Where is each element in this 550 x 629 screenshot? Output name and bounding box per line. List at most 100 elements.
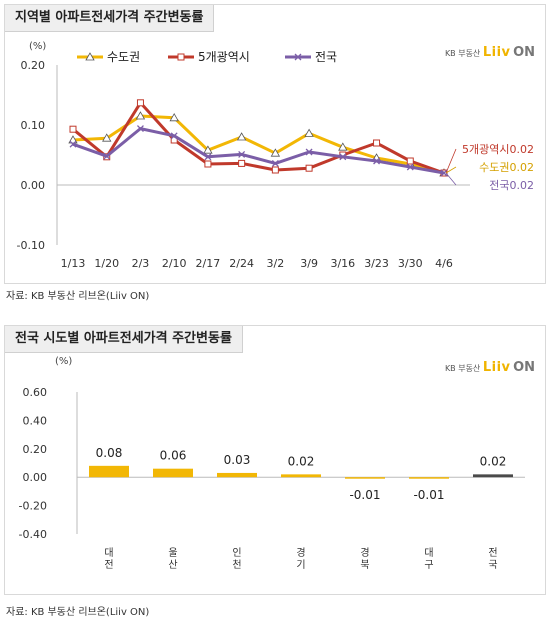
brand-logo: KB 부동산 Liiv ON: [445, 45, 535, 60]
x-category-label-char: 구: [424, 560, 433, 571]
bar-대구: [409, 477, 449, 479]
x-tick-label: 4/6: [435, 257, 453, 270]
y-tick-label: 0.20: [21, 59, 46, 72]
data-point: [304, 128, 314, 137]
data-point: [271, 159, 279, 167]
regional-chart-panel: 지역별 아파트전세가격 주간변동률 KB 부동산 Liiv ON (%) 0.2…: [4, 4, 546, 284]
x-category-label-char: 전: [488, 547, 497, 559]
bar-대전: [89, 465, 129, 478]
data-point: [373, 139, 381, 147]
data-point: [68, 135, 78, 144]
data-point: [204, 160, 212, 168]
bar-value-label: 0.08: [96, 446, 123, 460]
end-label-leader: [445, 148, 457, 174]
end-label: 수도권0.02: [479, 161, 534, 174]
y-tick-label: 0.10: [21, 119, 46, 132]
data-point: [305, 148, 313, 156]
y-tick-label: -0.40: [19, 528, 47, 541]
y-tick-label: 0.60: [23, 386, 48, 399]
brand-on-text: ON: [513, 45, 535, 60]
x-tick-label: 1/13: [61, 257, 86, 270]
brand-logo-2: KB 부동산 Liiv ON: [445, 360, 535, 375]
province-bar-chart: 0.600.400.200.00-0.20-0.400.08대전0.06울산0.…: [19, 386, 525, 571]
regional-line-chart: 0.20 0.10 0.00 -0.10 1/13 1/20 2/3 2/10 2/17 2/24…: [17, 50, 534, 270]
x-tick-label: 2/17: [196, 257, 221, 270]
x-tick-label: 3/2: [267, 257, 285, 270]
data-point: [169, 112, 179, 122]
bar-경기: [281, 474, 321, 478]
brand-liiv-text-2: Liiv: [482, 360, 511, 375]
x-tick-label: 3/23: [364, 257, 389, 270]
data-point: [373, 157, 381, 165]
data-point: [406, 157, 414, 165]
x-tick-label: 1/20: [94, 257, 119, 270]
data-point: [136, 99, 144, 107]
x-category-label-char: 북: [360, 559, 369, 571]
bar-인천: [217, 472, 257, 478]
data-point: [170, 132, 178, 140]
end-label: 5개광역시0.02: [462, 143, 534, 156]
y-tick-label: 0.00: [21, 179, 46, 192]
x-tick-label: 2/10: [162, 257, 187, 270]
legend-marker: [294, 53, 302, 61]
data-point: [238, 159, 246, 167]
x-category-label-char: 인: [232, 547, 241, 559]
data-point: [339, 153, 347, 161]
x-tick-label: 3/9: [300, 257, 318, 270]
brand-kb-text: KB 부동산: [444, 49, 481, 58]
data-point: [270, 148, 281, 157]
data-point: [338, 142, 348, 151]
legend-marker: [177, 53, 185, 61]
legend-label: 5개광역시: [198, 50, 250, 64]
data-point: [440, 169, 448, 177]
data-point: [103, 152, 111, 160]
data-point: [69, 125, 77, 133]
bar-value-label: -0.01: [349, 488, 380, 502]
data-point: [102, 133, 112, 142]
end-label-leader: [445, 166, 457, 174]
bar-경북: [345, 477, 385, 479]
data-point: [238, 150, 246, 158]
x-tick-label: 3/16: [330, 257, 355, 270]
bar-value-label: 0.03: [224, 453, 251, 467]
series-line-전국: [72, 127, 445, 175]
x-category-label-char: 전: [104, 559, 113, 571]
data-point: [204, 153, 212, 161]
data-point: [136, 125, 144, 133]
legend-marker: [85, 52, 95, 61]
data-point: [135, 111, 146, 120]
x-tick-label: 2/24: [229, 257, 254, 270]
bar-울산: [153, 468, 193, 478]
bar-value-label: 0.02: [480, 454, 507, 468]
series-line-5개광역시: [72, 101, 445, 175]
bar-value-label: 0.06: [160, 449, 187, 463]
bar-value-label: 0.02: [288, 454, 315, 468]
x-tick-label: 3/30: [398, 257, 423, 270]
x-category-label-char: 경: [296, 546, 305, 559]
legend-label: 전국: [315, 50, 337, 64]
regional-chart-title: 지역별 아파트전세가격 주간변동률: [5, 5, 215, 32]
x-category-label-char: 기: [296, 559, 305, 571]
regional-chart-source: 자료: KB 부동산 리브온(Liiv ON): [6, 291, 150, 302]
y-tick-label: 0.20: [23, 443, 48, 456]
x-category-label-char: 대: [424, 547, 433, 559]
province-chart-panel: 전국 시도별 아파트전세가격 주간변동률 KB 부동산 Liiv ON (%) …: [4, 325, 546, 595]
x-category-label-char: 산: [168, 559, 177, 571]
regional-chart-unit: (%): [29, 41, 47, 52]
province-chart-source: 자료: KB 부동산 리브온(Liiv ON): [6, 607, 150, 618]
x-category-label-char: 천: [232, 559, 241, 571]
province-chart-unit: (%): [55, 356, 73, 367]
end-label-leader: [445, 172, 457, 186]
series-line-수도권: [72, 114, 445, 175]
brand-liiv-text: Liiv: [482, 45, 511, 60]
brand-kb-text-2: KB 부동산: [444, 364, 481, 373]
data-point: [305, 164, 313, 172]
y-tick-label: -0.10: [17, 239, 45, 252]
x-category-label-char: 대: [104, 547, 113, 559]
y-tick-label: 0.40: [23, 414, 48, 427]
data-point: [271, 166, 279, 174]
bar-전국: [473, 474, 513, 478]
brand-on-text-2: ON: [513, 360, 535, 375]
y-tick-label: -0.20: [19, 500, 47, 513]
y-tick-label: 0.00: [23, 471, 48, 484]
